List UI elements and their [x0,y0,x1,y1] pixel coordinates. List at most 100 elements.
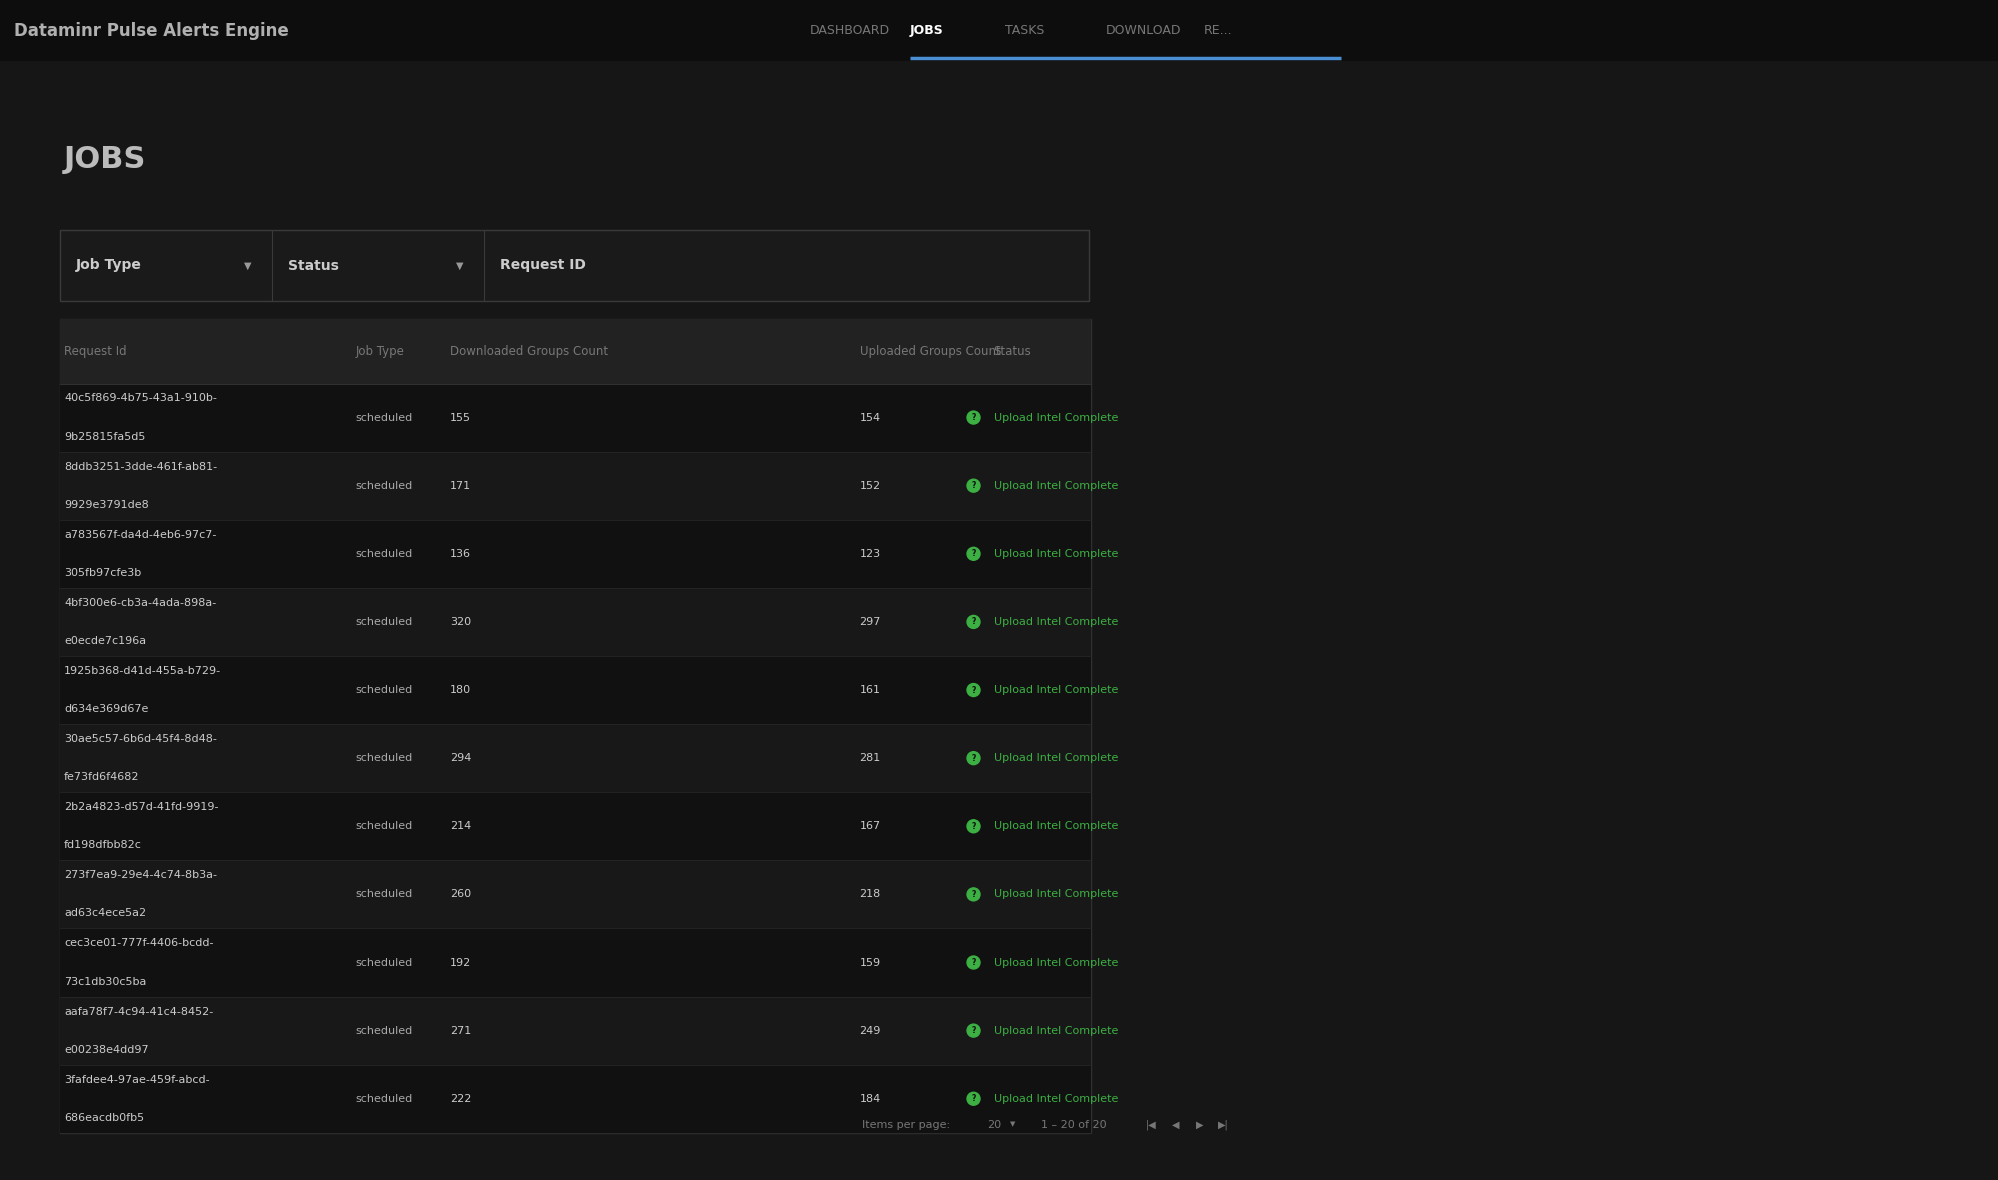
Text: aafa78f7-4c94-41c4-8452-: aafa78f7-4c94-41c4-8452- [64,1007,214,1016]
Ellipse shape [967,752,979,765]
Text: ?: ? [971,686,975,695]
Ellipse shape [967,479,979,492]
Text: ?: ? [971,481,975,490]
FancyBboxPatch shape [60,452,1091,519]
Text: fe73fd6f4682: fe73fd6f4682 [64,772,140,782]
Text: Items per page:: Items per page: [861,1120,949,1129]
Text: 222: 222 [450,1094,472,1103]
Text: Upload Intel Complete: Upload Intel Complete [993,480,1117,491]
FancyBboxPatch shape [60,860,1091,929]
Text: Upload Intel Complete: Upload Intel Complete [993,1025,1117,1036]
Ellipse shape [967,820,979,833]
Text: 40c5f869-4b75-43a1-910b-: 40c5f869-4b75-43a1-910b- [64,393,216,404]
FancyBboxPatch shape [60,1064,1091,1133]
Text: 180: 180 [450,686,472,695]
Text: Upload Intel Complete: Upload Intel Complete [993,957,1117,968]
Text: scheduled: scheduled [356,1094,414,1103]
Text: 161: 161 [859,686,881,695]
Text: JOBS: JOBS [64,145,146,173]
Text: scheduled: scheduled [356,617,414,627]
FancyBboxPatch shape [60,997,1091,1064]
Text: scheduled: scheduled [356,413,414,422]
Text: ?: ? [971,413,975,422]
Text: ?: ? [971,890,975,899]
Text: 152: 152 [859,480,881,491]
Text: Upload Intel Complete: Upload Intel Complete [993,890,1117,899]
Text: Upload Intel Complete: Upload Intel Complete [993,753,1117,763]
Text: 1 – 20 of 20: 1 – 20 of 20 [1041,1120,1107,1129]
Ellipse shape [967,616,979,629]
Text: scheduled: scheduled [356,549,414,559]
Text: 9929e3791de8: 9929e3791de8 [64,500,148,510]
FancyBboxPatch shape [60,792,1091,860]
FancyBboxPatch shape [60,929,1091,997]
Text: Upload Intel Complete: Upload Intel Complete [993,617,1117,627]
Text: 8ddb3251-3dde-461f-ab81-: 8ddb3251-3dde-461f-ab81- [64,461,218,472]
Text: scheduled: scheduled [356,686,414,695]
Text: Upload Intel Complete: Upload Intel Complete [993,821,1117,831]
Ellipse shape [967,1024,979,1037]
FancyBboxPatch shape [60,230,1089,301]
Text: 281: 281 [859,753,881,763]
Text: ▼: ▼ [244,261,252,270]
FancyBboxPatch shape [60,384,1091,452]
Text: ?: ? [971,821,975,831]
Text: 249: 249 [859,1025,881,1036]
Text: 2b2a4823-d57d-41fd-9919-: 2b2a4823-d57d-41fd-9919- [64,802,218,812]
Text: 167: 167 [859,821,881,831]
Text: Uploaded Groups Count: Uploaded Groups Count [859,345,999,358]
Text: 20: 20 [987,1120,1001,1129]
FancyBboxPatch shape [60,319,1091,1133]
FancyBboxPatch shape [60,656,1091,725]
Text: 155: 155 [450,413,472,422]
Text: Status: Status [288,258,338,273]
Text: DOWNLOAD: DOWNLOAD [1105,24,1181,38]
Ellipse shape [967,1093,979,1106]
Text: TASKS: TASKS [1005,24,1045,38]
Ellipse shape [967,411,979,424]
Text: Dataminr Pulse Alerts Engine: Dataminr Pulse Alerts Engine [14,21,288,40]
Text: 305fb97cfe3b: 305fb97cfe3b [64,568,142,578]
Text: 184: 184 [859,1094,881,1103]
Text: 294: 294 [450,753,472,763]
FancyBboxPatch shape [60,588,1091,656]
Text: Status: Status [993,345,1031,358]
Text: Upload Intel Complete: Upload Intel Complete [993,1094,1117,1103]
Text: ▼: ▼ [1009,1121,1015,1128]
Text: ?: ? [971,754,975,762]
Text: 214: 214 [450,821,472,831]
Text: 73c1db30c5ba: 73c1db30c5ba [64,977,146,986]
Text: 320: 320 [450,617,472,627]
Text: RE...: RE... [1203,24,1231,38]
Text: 123: 123 [859,549,881,559]
Text: |◀: |◀ [1145,1120,1157,1129]
Text: scheduled: scheduled [356,480,414,491]
Text: ▶: ▶ [1195,1120,1203,1129]
Text: a783567f-da4d-4eb6-97c7-: a783567f-da4d-4eb6-97c7- [64,530,216,539]
Text: Downloaded Groups Count: Downloaded Groups Count [450,345,607,358]
Text: d634e369d67e: d634e369d67e [64,704,148,714]
Text: cec3ce01-777f-4406-bcdd-: cec3ce01-777f-4406-bcdd- [64,938,214,949]
Text: e00238e4dd97: e00238e4dd97 [64,1044,148,1055]
Text: ▼: ▼ [456,261,464,270]
Text: Upload Intel Complete: Upload Intel Complete [993,549,1117,559]
Text: scheduled: scheduled [356,821,414,831]
Text: 260: 260 [450,890,472,899]
Text: DASHBOARD: DASHBOARD [809,24,889,38]
Text: Request ID: Request ID [500,258,585,273]
Text: ◀: ◀ [1171,1120,1179,1129]
Text: scheduled: scheduled [356,890,414,899]
Text: 30ae5c57-6b6d-45f4-8d48-: 30ae5c57-6b6d-45f4-8d48- [64,734,216,745]
Text: 192: 192 [450,957,472,968]
FancyBboxPatch shape [60,725,1091,792]
Text: e0ecde7c196a: e0ecde7c196a [64,636,146,645]
Text: fd198dfbb82c: fd198dfbb82c [64,840,142,851]
Text: 4bf300e6-cb3a-4ada-898a-: 4bf300e6-cb3a-4ada-898a- [64,598,216,608]
Text: 271: 271 [450,1025,472,1036]
Text: ?: ? [971,1027,975,1035]
Text: 9b25815fa5d5: 9b25815fa5d5 [64,432,146,441]
Text: ad63c4ece5a2: ad63c4ece5a2 [64,909,146,918]
Text: 136: 136 [450,549,472,559]
Ellipse shape [967,683,979,696]
Text: scheduled: scheduled [356,753,414,763]
